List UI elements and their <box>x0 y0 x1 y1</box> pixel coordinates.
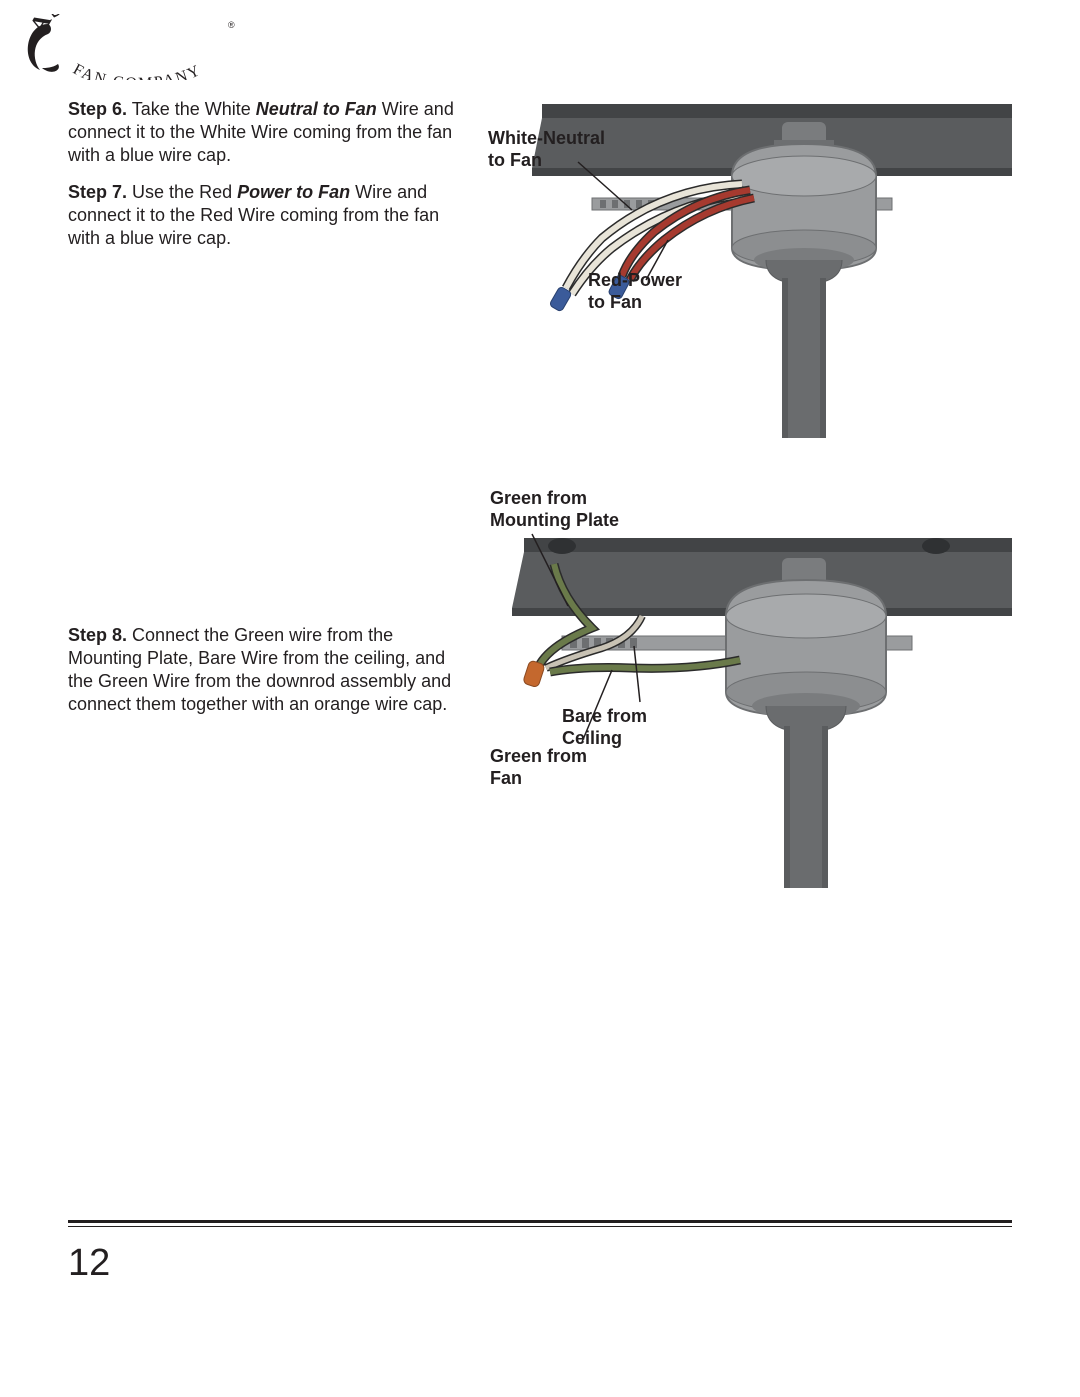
downrod-icon <box>784 726 828 888</box>
label-red-power: Red-Powerto Fan <box>588 270 682 313</box>
svg-text:®: ® <box>228 20 235 30</box>
label-white-neutral: White-Neutralto Fan <box>488 128 605 171</box>
label-green-plate: Green fromMounting Plate <box>490 488 619 531</box>
page-footer-rule <box>68 1220 1012 1227</box>
label-green-fan: Green fromFan <box>490 746 587 789</box>
step-6: Step 6. Take the White Neutral to Fan Wi… <box>68 98 458 167</box>
diagram-step-8: Green fromMounting Plate <box>482 488 1012 888</box>
canopy-icon <box>732 144 876 284</box>
instruction-text: Step 6. Take the White Neutral to Fan Wi… <box>68 98 458 888</box>
diagram-column: White-Neutralto Fan Red-Powerto Fan Gree… <box>482 98 1012 888</box>
brand-logo: ASABLANCA ® FAN COMPANY <box>18 14 238 85</box>
svg-text:ASABLANCA: ASABLANCA <box>25 14 199 38</box>
step-7: Step 7. Use the Red Power to Fan Wire an… <box>68 181 458 250</box>
page-number: 12 <box>68 1242 110 1285</box>
page-content: Step 6. Take the White Neutral to Fan Wi… <box>68 98 1012 888</box>
step-8: Step 8. Connect the Green wire from the … <box>68 624 458 716</box>
leader-line-icon <box>634 646 640 702</box>
label-bare-ceiling: Bare fromCeiling <box>562 706 647 749</box>
downrod-icon <box>782 278 826 438</box>
svg-text:FAN COMPANY: FAN COMPANY <box>70 61 204 80</box>
canopy-icon <box>726 580 886 732</box>
diagram-step-6-7: White-Neutralto Fan Red-Powerto Fan <box>482 98 1012 438</box>
